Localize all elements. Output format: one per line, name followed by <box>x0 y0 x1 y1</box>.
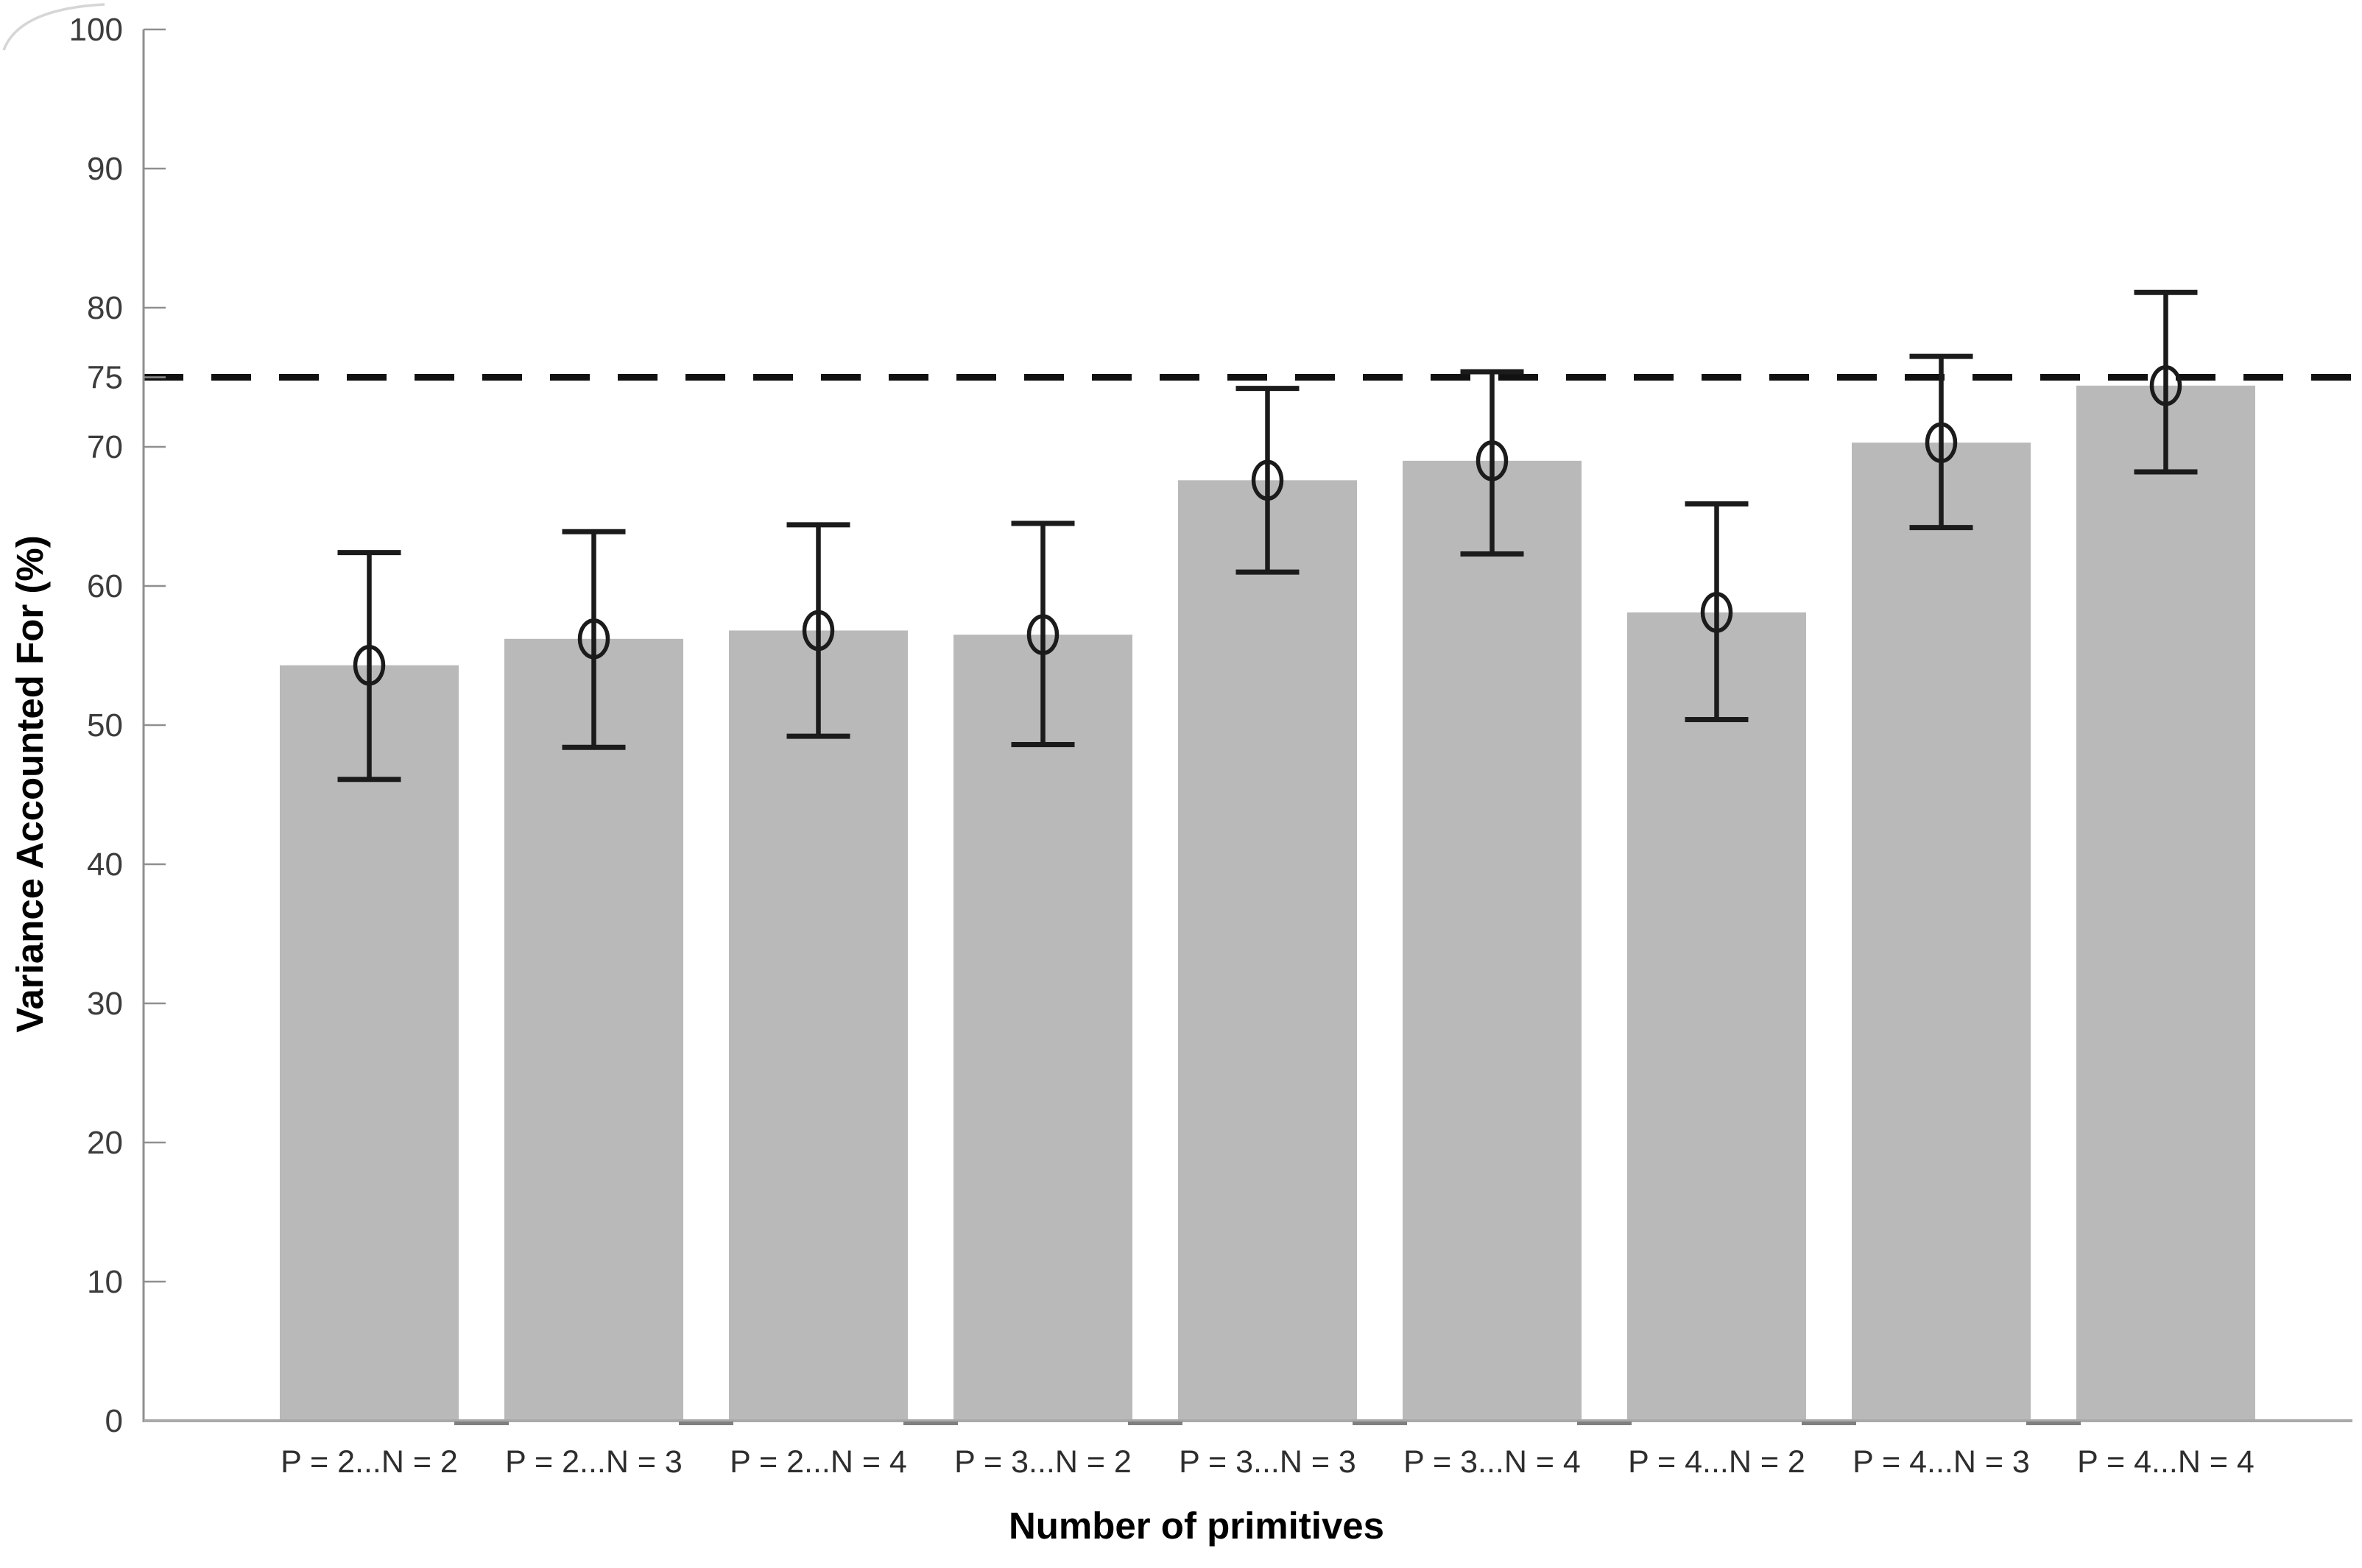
x-boundary-tick <box>1802 1422 1856 1425</box>
mean-marker <box>802 610 835 651</box>
y-tick-label: 30 <box>87 986 123 1022</box>
y-tick-label: 100 <box>69 12 123 48</box>
mean-marker <box>1251 459 1284 501</box>
x-category-label: P = 2...N = 4 <box>730 1444 907 1480</box>
y-tick-label: 80 <box>87 290 123 326</box>
x-boundary-tick <box>903 1422 958 1425</box>
bar <box>1403 460 1582 1421</box>
bar <box>280 665 459 1421</box>
mean-marker <box>1476 440 1509 481</box>
x-category-label: P = 4...N = 2 <box>1628 1444 1805 1480</box>
mean-marker <box>2149 365 2182 406</box>
y-tick-label: 0 <box>105 1403 123 1439</box>
mean-marker <box>1925 422 1958 464</box>
y-tick-label: 50 <box>87 707 123 744</box>
error-bars-layer <box>337 289 2198 783</box>
x-boundary-tick <box>454 1422 509 1425</box>
mean-marker <box>353 644 386 686</box>
mean-marker <box>1700 592 1733 633</box>
mean-marker <box>577 618 610 660</box>
y-tick-label: 70 <box>87 429 123 465</box>
x-category-label: P = 4...N = 3 <box>1852 1444 2030 1480</box>
x-boundary-tick <box>1577 1422 1632 1425</box>
bar <box>953 635 1132 1421</box>
bar <box>2076 385 2255 1421</box>
bar <box>1852 442 2031 1421</box>
y-tick-label: 60 <box>87 568 123 604</box>
axes-layer <box>142 28 2352 1425</box>
x-boundary-tick <box>1353 1422 1407 1425</box>
x-category-label: P = 3...N = 2 <box>954 1444 1132 1480</box>
x-category-label: P = 3...N = 3 <box>1179 1444 1356 1480</box>
x-category-label: P = 2...N = 2 <box>281 1444 458 1480</box>
corner-artifact-arc <box>2 3 105 51</box>
y-tick-label: 40 <box>87 847 123 883</box>
x-boundary-tick <box>1128 1422 1182 1425</box>
y-tick-label: 75 <box>87 360 123 396</box>
mean-marker <box>1026 614 1060 655</box>
y-tick-label: 90 <box>87 151 123 187</box>
bars-layer <box>280 385 2255 1422</box>
x-boundary-tick <box>2026 1422 2081 1425</box>
x-category-label: P = 2...N = 3 <box>505 1444 683 1480</box>
x-axis-title: Number of primitives <box>1009 1505 1384 1547</box>
bar <box>729 630 908 1421</box>
y-axis-title: Variance Accounted For (%) <box>9 535 51 1032</box>
x-category-label: P = 3...N = 4 <box>1403 1444 1581 1480</box>
bar <box>1627 612 1806 1422</box>
bar <box>504 638 683 1421</box>
bar <box>1178 480 1357 1421</box>
y-tick-label: 20 <box>87 1125 123 1161</box>
x-boundary-tick <box>679 1422 733 1425</box>
y-tick-label: 10 <box>87 1264 123 1300</box>
x-category-label: P = 4...N = 4 <box>2077 1444 2255 1480</box>
tick-labels-layer: 0 10 20 30 40 50 60 70 75 80 90 100 P = 2...N = 2 P =… <box>69 12 2255 1480</box>
